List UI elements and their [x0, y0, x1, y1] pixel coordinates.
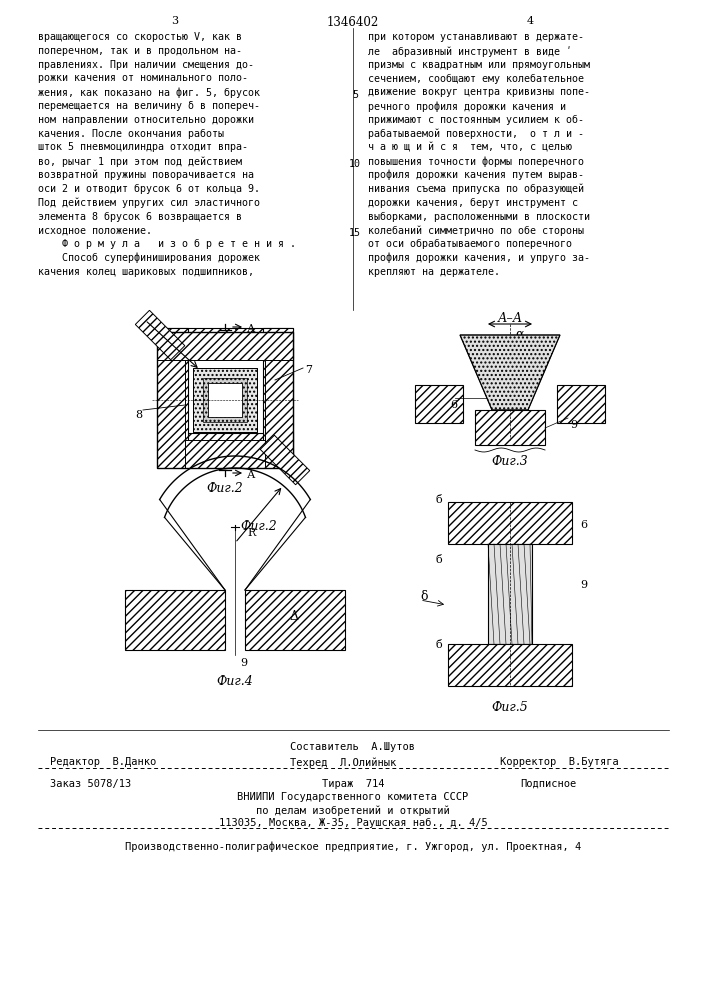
Text: 5: 5: [352, 90, 358, 100]
Text: 9: 9: [570, 420, 577, 430]
Bar: [157, 440, 293, 468]
Bar: [557, 385, 605, 423]
Text: сечением, сообщают ему колебательное: сечением, сообщают ему колебательное: [368, 73, 584, 84]
Text: по делам изобретений и открытий: по делам изобретений и открытий: [256, 805, 450, 816]
Text: жения, как показано на фиг. 5, брусок: жения, как показано на фиг. 5, брусок: [38, 87, 260, 98]
Text: призмы с квадратным или прямоугольным: призмы с квадратным или прямоугольным: [368, 60, 590, 70]
Text: крепляют на держателе.: крепляют на держателе.: [368, 267, 500, 277]
Text: 15: 15: [349, 228, 361, 238]
Text: речного профиля дорожки качения и: речного профиля дорожки качения и: [368, 101, 566, 111]
Text: Составитель  А.Шутов: Составитель А.Шутов: [291, 742, 416, 752]
Bar: [158, 433, 293, 463]
Text: б: б: [435, 640, 442, 650]
Text: колебаний симметрично по обе стороны: колебаний симметрично по обе стороны: [368, 225, 584, 236]
Text: б: б: [435, 555, 442, 565]
Bar: [260, 435, 310, 485]
Text: 7: 7: [305, 365, 312, 375]
Text: Производственно-полиграфическое предприятие, г. Ужгород, ул. Проектная, 4: Производственно-полиграфическое предприя…: [125, 841, 581, 852]
Text: 6: 6: [450, 400, 457, 410]
Text: движение вокруг центра кривизны попе-: движение вокруг центра кривизны попе-: [368, 87, 590, 97]
Text: исходное положение.: исходное положение.: [38, 225, 152, 235]
Bar: [475, 410, 545, 445]
Text: элемента 8 брусок 6 возвращается в: элемента 8 брусок 6 возвращается в: [38, 211, 242, 222]
Bar: [158, 328, 293, 358]
Text: Корректор  В.Бутяга: Корректор В.Бутяга: [500, 757, 619, 767]
Bar: [157, 332, 293, 360]
Bar: [415, 385, 463, 423]
Bar: [193, 368, 257, 432]
Text: качения колец шариковых подшипников,: качения колец шариковых подшипников,: [38, 267, 254, 277]
Bar: [208, 383, 242, 417]
Text: Заказ 5078/13: Заказ 5078/13: [50, 779, 132, 789]
Bar: [448, 644, 572, 686]
Bar: [158, 328, 188, 463]
Text: прижимают с постоянным усилием к об-: прижимают с постоянным усилием к об-: [368, 115, 584, 125]
Bar: [203, 378, 247, 422]
Text: А: А: [247, 324, 255, 334]
Bar: [263, 328, 293, 463]
Text: Под действием упругих сил эластичного: Под действием упругих сил эластичного: [38, 198, 260, 208]
Text: А: А: [247, 470, 255, 480]
Text: Ф о р м у л а   и з о б р е т е н и я .: Ф о р м у л а и з о б р е т е н и я .: [38, 239, 296, 249]
Text: правлениях. При наличии смещения до-: правлениях. При наличии смещения до-: [38, 60, 254, 70]
Text: δ: δ: [420, 590, 428, 603]
Text: поперечном, так и в продольном на-: поперечном, так и в продольном на-: [38, 46, 242, 56]
Text: рожки качения от номинального поло-: рожки качения от номинального поло-: [38, 73, 248, 83]
Text: профиля дорожки качения путем вырав-: профиля дорожки качения путем вырав-: [368, 170, 584, 180]
Bar: [488, 544, 532, 644]
Text: Фиг.5: Фиг.5: [491, 701, 528, 714]
Text: Тираж  714: Тираж 714: [322, 779, 384, 789]
Text: Фиг.2: Фиг.2: [240, 520, 276, 533]
Text: 113035, Москва, Ж-35, Раушская наб., д. 4/5: 113035, Москва, Ж-35, Раушская наб., д. …: [218, 818, 487, 828]
Text: от оси обрабатываемого поперечного: от оси обрабатываемого поперечного: [368, 239, 572, 249]
Bar: [157, 332, 293, 468]
Bar: [157, 360, 185, 468]
Bar: [265, 360, 293, 468]
Text: Способ суперфиниширования дорожек: Способ суперфиниширования дорожек: [38, 253, 260, 263]
Text: нивания съема припуска по образующей: нивания съема припуска по образующей: [368, 184, 584, 194]
Text: рабатываемой поверхности,  о т л и -: рабатываемой поверхности, о т л и -: [368, 129, 584, 139]
Text: ВНИИПИ Государственного комитета СССР: ВНИИПИ Государственного комитета СССР: [238, 792, 469, 802]
Polygon shape: [460, 335, 560, 410]
Text: во, рычаг 1 при этом под действием: во, рычаг 1 при этом под действием: [38, 156, 242, 167]
Text: выборками, расположенными в плоскости: выборками, расположенными в плоскости: [368, 211, 590, 222]
Text: Фиг.3: Фиг.3: [491, 455, 528, 468]
Text: 10: 10: [349, 159, 361, 169]
Text: Δ: Δ: [290, 610, 299, 623]
Text: 9: 9: [580, 580, 587, 590]
Text: б: б: [435, 495, 442, 505]
Text: 9: 9: [240, 658, 247, 668]
Bar: [125, 590, 225, 650]
Bar: [135, 310, 185, 360]
Text: вращающегося со скоростью V, как в: вращающегося со скоростью V, как в: [38, 32, 242, 42]
Text: Фиг.2: Фиг.2: [206, 482, 243, 495]
Text: повышения точности формы поперечного: повышения точности формы поперечного: [368, 156, 584, 167]
Text: α: α: [515, 328, 523, 341]
Text: перемещается на величину δ в попереч-: перемещается на величину δ в попереч-: [38, 101, 260, 111]
Text: при котором устанавливают в держате-: при котором устанавливают в держате-: [368, 32, 584, 42]
Bar: [193, 368, 257, 432]
Text: 6: 6: [580, 520, 587, 530]
Text: Подписное: Подписное: [520, 779, 576, 789]
Text: 4: 4: [527, 16, 534, 26]
Bar: [448, 502, 572, 544]
Text: А–А: А–А: [498, 312, 522, 325]
Text: Редактор  В.Данко: Редактор В.Данко: [50, 757, 156, 767]
Text: R: R: [247, 528, 255, 538]
Text: Фиг.4: Фиг.4: [216, 675, 253, 688]
Text: ном направлении относительно дорожки: ном направлении относительно дорожки: [38, 115, 254, 125]
Text: 8: 8: [135, 410, 142, 420]
Text: профиля дорожки качения, и упруго за-: профиля дорожки качения, и упруго за-: [368, 253, 590, 263]
Text: шток 5 пневмоцилиндра отходит впра-: шток 5 пневмоцилиндра отходит впра-: [38, 142, 248, 152]
Bar: [245, 590, 345, 650]
Text: возвратной пружины поворачивается на: возвратной пружины поворачивается на: [38, 170, 254, 180]
Text: 1346402: 1346402: [327, 16, 379, 29]
Text: Техред  Л.Олийнык: Техред Л.Олийнык: [290, 757, 396, 768]
Text: 3: 3: [171, 16, 179, 26]
Text: ле  абразивный инструмент в виде ʹ: ле абразивный инструмент в виде ʹ: [368, 46, 572, 57]
Text: качения. После окончания работы: качения. После окончания работы: [38, 129, 224, 139]
Text: дорожки качения, берут инструмент с: дорожки качения, берут инструмент с: [368, 198, 578, 208]
Text: оси 2 и отводит брусок 6 от кольца 9.: оси 2 и отводит брусок 6 от кольца 9.: [38, 184, 260, 194]
Text: ч а ю щ и й с я  тем, что, с целью: ч а ю щ и й с я тем, что, с целью: [368, 142, 572, 152]
